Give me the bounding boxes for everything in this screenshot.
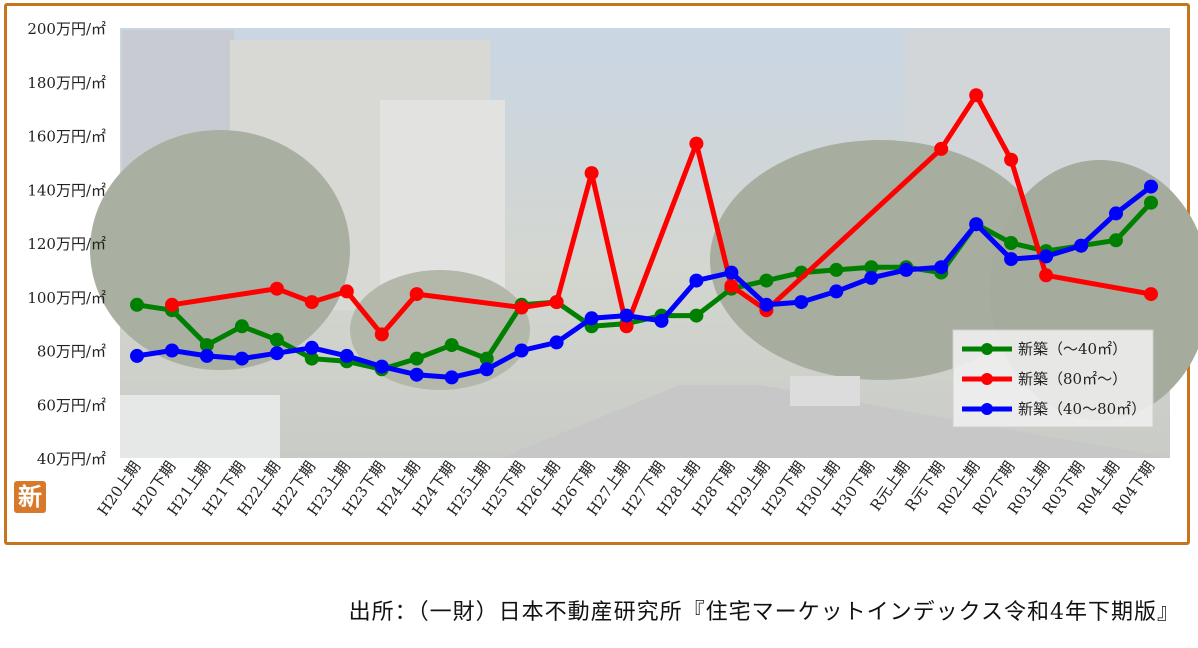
data-point [969,217,984,232]
data-point [409,287,424,302]
data-point [1144,179,1158,194]
data-point [969,88,984,103]
y-tick-label: 140万円/㎡ [27,181,106,199]
data-point [130,297,144,312]
legend-label: 新築（40～80㎡） [1018,400,1146,418]
data-point [829,284,844,299]
data-point [829,262,844,277]
data-point [1074,238,1089,253]
data-point [199,338,214,353]
data-point [689,136,704,151]
legend-swatch-marker [981,373,993,385]
data-point [934,260,949,275]
y-tick-label: 40万円/㎡ [37,450,106,468]
data-point [374,359,389,374]
data-point [234,351,249,366]
data-point [514,343,529,358]
data-point [1039,268,1054,283]
data-point [724,279,739,293]
data-point [1144,195,1158,210]
y-axis: 200万円/㎡ 180万円/㎡ 160万円/㎡ 140万円/㎡ 120万円/㎡ 100万円… [27,20,106,468]
data-point [1004,252,1019,267]
data-point [654,313,669,328]
legend: 新築（～40㎡） 新築（80㎡～） 新築（40～80㎡） [952,329,1154,428]
legend-swatch-marker [981,403,993,415]
data-point [864,260,879,275]
data-point [339,348,354,363]
line-chart: 200万円/㎡ 180万円/㎡ 160万円/㎡ 140万円/㎡ 120万円/㎡ 100万円… [27,20,1198,519]
data-point [1144,287,1158,302]
data-point [1109,233,1123,248]
data-point [444,370,459,385]
y-tick-label: 80万円/㎡ [37,343,106,361]
data-point [759,297,774,312]
data-point [1004,236,1019,250]
data-point [1039,249,1054,264]
data-point [724,265,739,280]
data-point [1004,152,1019,167]
data-point [514,300,529,315]
y-tick-label: 200万円/㎡ [27,20,106,38]
data-point [269,346,284,361]
data-point [269,332,284,347]
data-point [304,351,319,366]
x-axis: H20上期H20下期H21上期H21下期H22上期H22下期H23上期H23下期… [94,458,1158,519]
data-point [584,166,599,181]
data-point [339,284,354,299]
y-tick-label: 180万円/㎡ [27,74,106,92]
data-point [899,262,914,277]
data-point [864,270,879,285]
data-point [794,295,809,310]
data-point [409,351,424,366]
legend-label: 新築（80㎡～） [1018,370,1127,388]
data-point [584,311,599,326]
data-point [165,343,179,358]
data-point [759,273,774,288]
data-point [619,319,634,334]
data-point [199,348,214,363]
data-point [234,319,249,334]
y-tick-label: 100万円/㎡ [27,289,106,307]
data-point [619,308,634,323]
data-point [479,351,494,366]
data-point [689,308,704,323]
y-tick-label: 160万円/㎡ [27,128,106,146]
legend-label: 新築（～40㎡） [1018,340,1127,358]
y-tick-label: 120万円/㎡ [27,235,106,253]
data-point [934,141,949,156]
legend-swatch-marker [981,343,993,355]
data-point [165,297,179,312]
data-point [409,367,424,382]
data-point [374,327,389,342]
data-point [549,335,564,350]
data-point [130,348,144,363]
data-point [1109,206,1123,221]
y-tick-label: 60万円/㎡ [37,396,106,414]
data-point [269,281,284,296]
data-point [689,273,704,288]
data-point [444,338,459,353]
data-point [549,295,564,310]
logo-badge: 新 [14,481,46,513]
series-layer [130,88,1158,385]
data-point [304,295,319,310]
data-point [479,362,494,377]
data-point [304,340,319,355]
source-caption: 出所：（一財）日本不動産研究所『住宅マーケットインデックス令和4年下期版』 [348,600,1180,625]
